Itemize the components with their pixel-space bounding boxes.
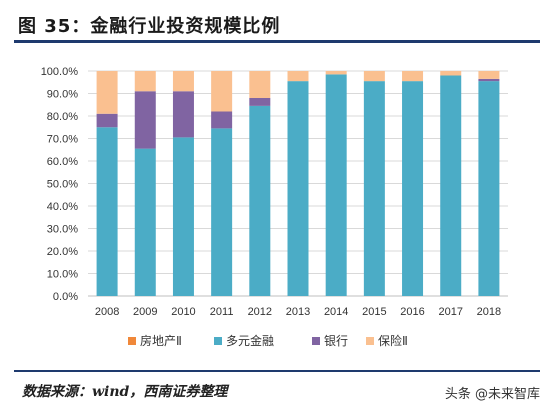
y-tick-label: 40.0% — [47, 201, 78, 213]
stacked-bar-chart: 0.0% 10.0% 20.0% 30.0% 40.0% 50.0% 60.0% 70.0% 8… — [41, 66, 508, 348]
x-tick-label: 2009 — [133, 306, 157, 318]
x-tick-label: 2014 — [324, 306, 348, 318]
legend-label: 银行 — [324, 334, 348, 348]
y-tick-label: 50.0% — [47, 179, 78, 191]
legend-label: 保险Ⅱ — [378, 333, 408, 348]
bar-segment — [249, 98, 271, 106]
legend-label: 多元金融 — [226, 333, 274, 348]
bar-segment — [134, 71, 156, 92]
x-tick-label: 2008 — [95, 306, 119, 318]
legend-swatch — [312, 337, 320, 345]
x-tick-label: 2011 — [210, 306, 234, 318]
x-tick-label: 2013 — [286, 306, 310, 318]
y-tick-label: 30.0% — [47, 224, 78, 236]
bar-segment — [249, 105, 271, 296]
source-note: 数据来源：wind，西南证券整理 — [22, 384, 228, 400]
bar-segment — [402, 81, 424, 296]
bar-segment — [134, 91, 156, 149]
x-tick-label: 2015 — [362, 306, 386, 318]
bar-segment — [211, 128, 233, 296]
x-tick-label: 2017 — [438, 306, 462, 318]
bar-segment — [172, 71, 194, 92]
bar-segment — [172, 137, 194, 296]
bar-segment — [287, 81, 309, 296]
x-tick-label: 2018 — [477, 306, 501, 318]
source-divider — [14, 370, 540, 372]
x-tick-label: 2012 — [248, 306, 272, 318]
x-tick-label: 2016 — [400, 306, 424, 318]
bar-segment — [478, 78, 500, 82]
bar-segment — [363, 71, 385, 82]
legend-swatch — [128, 337, 136, 345]
bar-segment — [211, 71, 233, 112]
bar-segment — [325, 74, 347, 296]
title-bar: 图 35：金融行业投资规模比例 — [14, 6, 540, 43]
legend-swatch — [214, 337, 222, 345]
y-tick-label: 10.0% — [47, 269, 78, 281]
y-tick-label: 100.0% — [41, 66, 79, 78]
y-tick-label: 80.0% — [47, 111, 78, 123]
bar-segment — [363, 81, 385, 296]
bar-segment — [211, 111, 233, 129]
y-tick-label: 70.0% — [47, 134, 78, 146]
watermark: 头条 @未来智库 — [444, 387, 540, 402]
y-tick-label: 90.0% — [47, 89, 78, 101]
y-tick-label: 60.0% — [47, 156, 78, 168]
bar-segment — [440, 71, 462, 76]
bar-segment — [134, 148, 156, 296]
legend-swatch — [366, 337, 374, 345]
bar-segment — [96, 71, 118, 114]
bar-segment — [96, 113, 118, 128]
bar-segment — [478, 71, 500, 79]
bar-segment — [96, 127, 118, 296]
x-tick-label: 2010 — [171, 306, 195, 318]
bar-segment — [440, 75, 462, 296]
bar-segment — [325, 71, 347, 75]
bar-segment — [249, 71, 271, 98]
bar-segment — [287, 71, 309, 82]
bar-segment — [478, 81, 500, 296]
legend-label: 房地产Ⅱ — [140, 333, 182, 348]
figure-title: 图 35：金融行业投资规模比例 — [18, 16, 281, 37]
bar-segment — [402, 71, 424, 82]
y-tick-label: 20.0% — [47, 246, 78, 258]
y-tick-label: 0.0% — [53, 291, 78, 303]
bar-segment — [172, 91, 194, 138]
